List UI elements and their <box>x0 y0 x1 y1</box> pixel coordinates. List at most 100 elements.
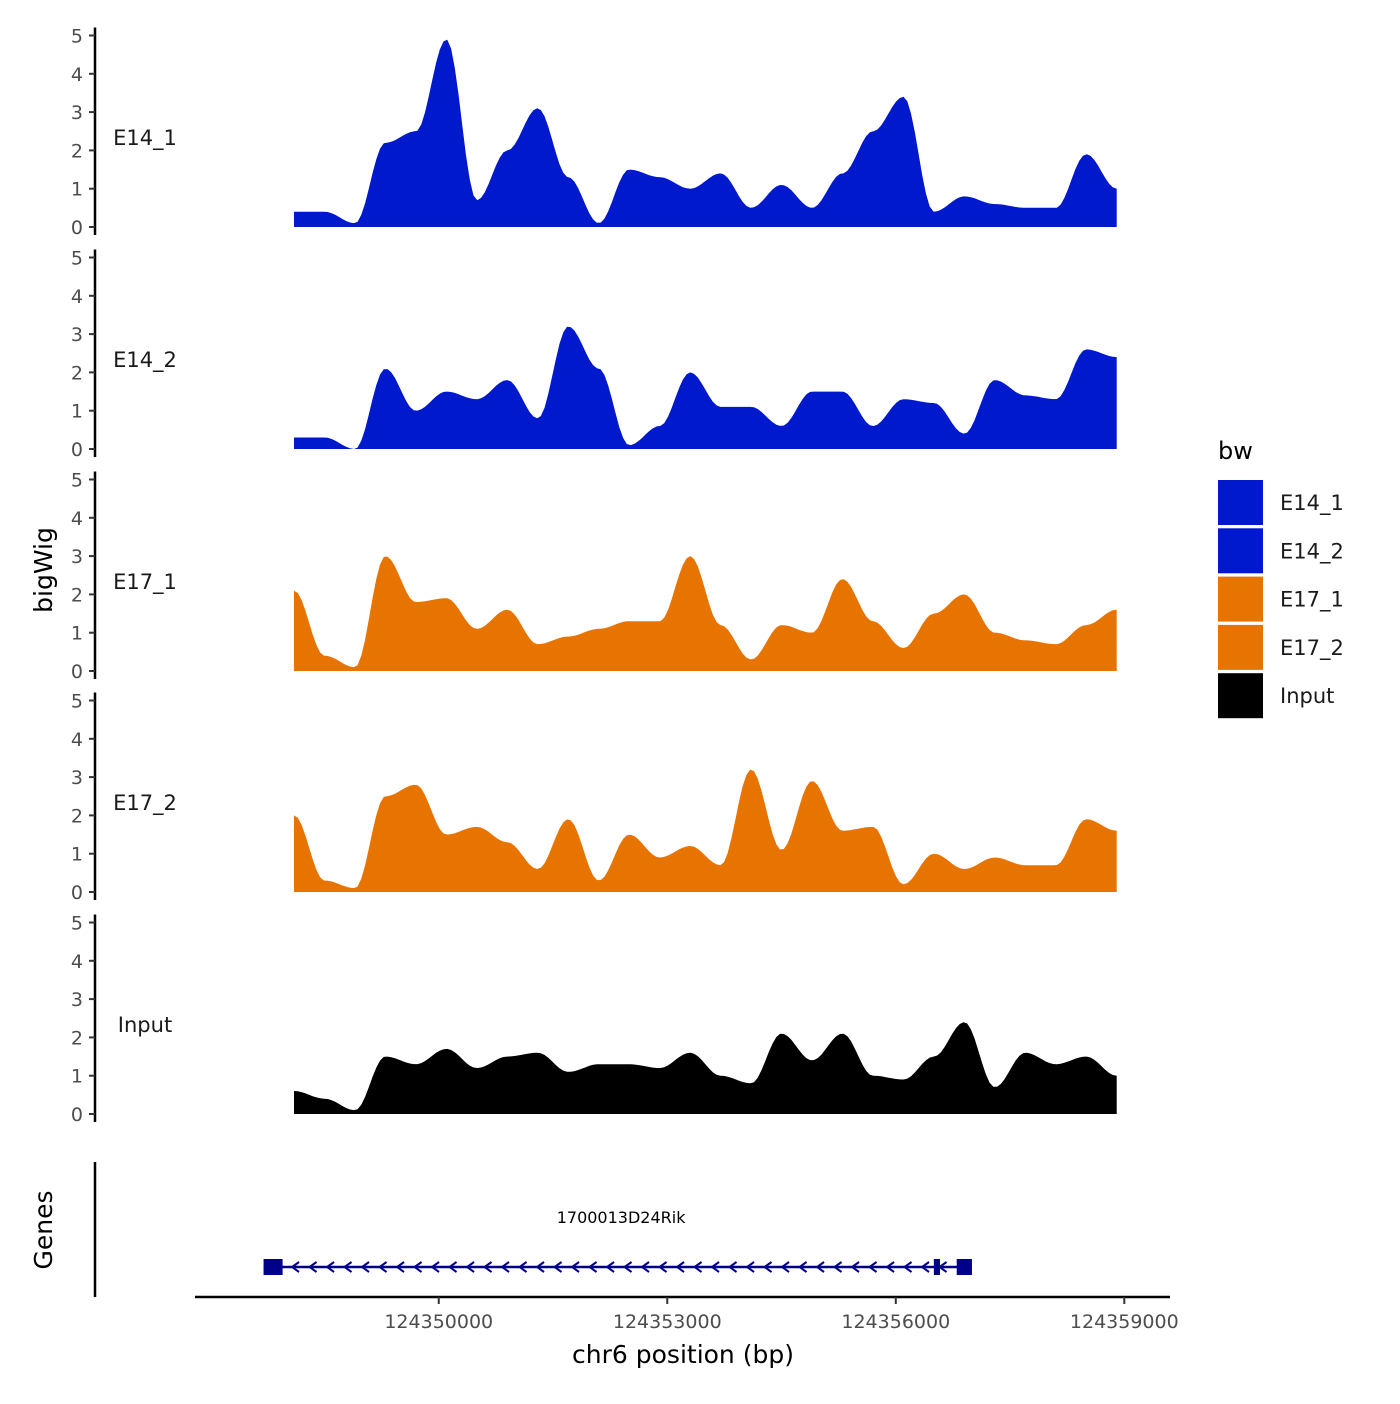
genes-layer: 1700013D24Rik <box>93 1162 972 1297</box>
strand-arrow <box>377 1261 388 1273</box>
strand-arrow <box>447 1261 458 1273</box>
strand-arrow <box>552 1261 563 1273</box>
strand-arrow <box>570 1261 580 1273</box>
exon <box>956 1259 972 1275</box>
y-tick-label: 1 <box>71 623 83 645</box>
strand-arrow <box>867 1261 878 1273</box>
y-tick-label: 5 <box>71 691 83 713</box>
y-tick-label: 3 <box>71 767 83 789</box>
legend-label: E14_1 <box>1280 491 1344 516</box>
strand-arrow <box>640 1261 650 1273</box>
strand-arrow <box>885 1261 895 1273</box>
area-E17_2 <box>294 769 1117 892</box>
y-tick-label: 4 <box>71 286 83 308</box>
track-E14_1: 0 1 2 3 4 5 E14_1 <box>71 26 1117 239</box>
strand-arrow <box>500 1261 510 1273</box>
area-E14_1 <box>294 39 1117 228</box>
gene-track-title: Genes <box>29 1190 58 1269</box>
y-tick-label: 0 <box>71 882 83 904</box>
strand-arrow <box>412 1261 423 1273</box>
strand-arrow <box>307 1261 318 1273</box>
strand-arrow <box>657 1261 668 1273</box>
y-tick-label: 2 <box>71 584 83 606</box>
strand-arrow <box>710 1261 720 1273</box>
track-Input: 0 1 2 3 4 5 Input <box>71 913 1117 1126</box>
tracks-layer: 0 1 2 3 4 5 E14_1 0 1 2 3 4 5 E14_2 0 1 2 3 4 5 E17_1 0 1 2 3 4 5 E… <box>71 26 1117 1126</box>
y-tick-label: 3 <box>71 546 83 568</box>
y-tick-label: 5 <box>71 913 83 935</box>
x-tick-label: 124350000 <box>384 1311 493 1333</box>
y-tick-label: 1 <box>71 401 83 423</box>
legend-swatch <box>1218 576 1263 622</box>
legend-label: Input <box>1280 684 1334 708</box>
strand-arrow <box>815 1261 825 1273</box>
legend-item-E14_2: E14_2 <box>1218 528 1344 574</box>
strand-arrow <box>535 1261 545 1273</box>
area-Input <box>294 1022 1117 1114</box>
strand-arrow <box>482 1261 493 1273</box>
area-E17_1 <box>294 556 1117 671</box>
strand-arrow <box>762 1261 773 1273</box>
legend-label: E17_2 <box>1280 636 1344 661</box>
legend-swatch <box>1218 480 1263 525</box>
y-tick-label: 1 <box>71 1066 83 1088</box>
legend-label: E14_2 <box>1280 539 1344 564</box>
legend-item-E17_1: E17_1 <box>1218 576 1344 622</box>
legend-swatch <box>1218 673 1263 719</box>
y-tick-label: 0 <box>71 439 83 461</box>
x-tick-label: 124356000 <box>841 1311 950 1333</box>
y-tick-label: 5 <box>71 248 83 270</box>
strand-arrow <box>780 1261 790 1273</box>
strand-arrow <box>850 1261 860 1273</box>
x-axis-title: chr6 position (bp) <box>572 1340 794 1369</box>
track-E17_1: 0 1 2 3 4 5 E17_1 <box>71 470 1117 683</box>
strand-arrow <box>517 1261 528 1273</box>
y-tick-label: 3 <box>71 102 83 124</box>
legend-item-E17_2: E17_2 <box>1218 624 1344 670</box>
strand-arrow <box>727 1261 738 1273</box>
strand-arrow <box>465 1261 475 1273</box>
track-E14_2: 0 1 2 3 4 5 E14_2 <box>71 248 1117 461</box>
strand-arrow <box>745 1261 755 1273</box>
legend-item-E14_1: E14_1 <box>1218 480 1344 525</box>
x-tick-label: 124353000 <box>613 1311 722 1333</box>
track-label: E14_1 <box>113 126 177 151</box>
legend-swatch <box>1218 528 1263 574</box>
y-tick-label: 3 <box>71 989 83 1011</box>
track-label: E17_2 <box>113 791 177 816</box>
strand-arrow <box>797 1261 808 1273</box>
y-tick-label: 4 <box>71 508 83 530</box>
y-tick-label: 0 <box>71 217 83 239</box>
legend-item-Input: Input <box>1218 673 1334 719</box>
legend-title: bw <box>1218 437 1253 465</box>
legend: bw E14_1 E14_2 E17_1 E17_2 Input <box>1218 437 1344 719</box>
x-axis: 124350000 124353000 124356000 124359000 <box>195 1295 1179 1333</box>
y-tick-label: 4 <box>71 729 83 751</box>
track-label: E17_1 <box>113 570 177 595</box>
y-tick-label: 1 <box>71 179 83 201</box>
y-tick-label: 2 <box>71 140 83 162</box>
strand-arrow <box>342 1261 353 1273</box>
y-tick-label: 1 <box>71 844 83 866</box>
gene-label: 1700013D24Rik <box>557 1208 687 1227</box>
y-tick-label: 5 <box>71 470 83 492</box>
y-tick-label: 2 <box>71 1027 83 1049</box>
y-axis-title: bigWig <box>29 527 58 613</box>
track-label: Input <box>118 1013 172 1037</box>
gene-1700013D24Rik: 1700013D24Rik <box>263 1208 972 1275</box>
legend-label: E17_1 <box>1280 588 1344 613</box>
strand-arrow <box>605 1261 615 1273</box>
strand-arrow <box>360 1261 370 1273</box>
strand-arrow <box>675 1261 685 1273</box>
strand-arrow <box>430 1261 440 1273</box>
area-E14_2 <box>294 326 1117 449</box>
y-tick-label: 2 <box>71 805 83 827</box>
exon <box>933 1259 940 1275</box>
y-tick-label: 5 <box>71 26 83 48</box>
y-tick-label: 4 <box>71 64 83 86</box>
strand-arrow <box>692 1261 703 1273</box>
strand-arrow <box>395 1261 405 1273</box>
exon <box>263 1259 283 1275</box>
